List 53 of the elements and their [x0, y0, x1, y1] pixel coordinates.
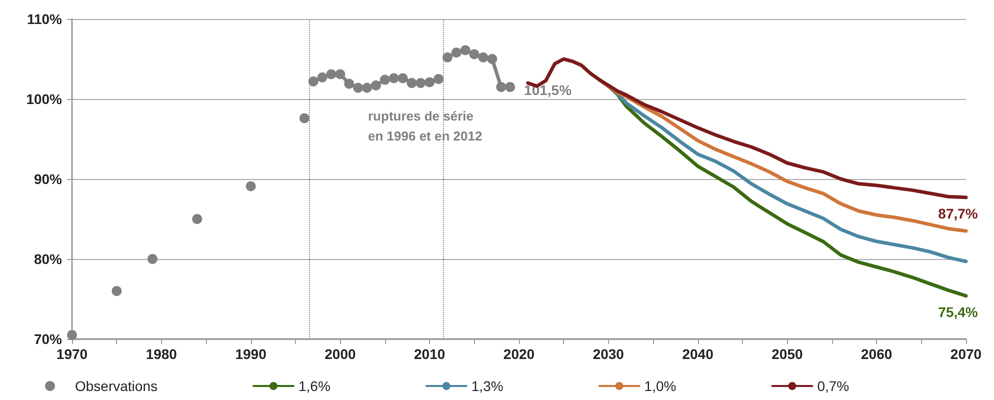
point [478, 52, 488, 62]
point [398, 73, 408, 84]
point [469, 49, 480, 60]
point [496, 82, 506, 92]
y-tick-label: 110% [26, 11, 63, 27]
y-tick-label: 100% [26, 91, 63, 107]
x-tick-label: 1990 [235, 346, 267, 362]
point [299, 113, 310, 124]
legend-label: Observations [75, 378, 158, 394]
y-tick-label: 70% [34, 331, 63, 347]
y-tick-label: 90% [34, 171, 63, 187]
point [487, 54, 498, 64]
point [424, 77, 435, 88]
point [308, 76, 318, 86]
legend-label: 1,6% [298, 378, 330, 394]
point [362, 82, 372, 93]
point [380, 74, 390, 85]
x-tick-label: 2060 [861, 346, 892, 362]
point [335, 69, 346, 80]
point [192, 214, 202, 224]
point [406, 78, 417, 88]
line-series [526, 57, 968, 200]
point [416, 78, 426, 88]
legend-label: 0,7% [817, 378, 850, 394]
point [505, 82, 516, 92]
point [317, 72, 328, 82]
point [388, 73, 399, 84]
point [112, 286, 122, 296]
point [451, 48, 462, 58]
legend-label: 1,3% [471, 378, 504, 394]
x-tick-label: 2070 [950, 346, 982, 362]
point [434, 74, 444, 84]
x-tick-label: 2020 [503, 346, 535, 362]
data-label: 75,4% [938, 304, 978, 320]
x-tick-label: 2030 [592, 346, 624, 362]
x-tick-label: 2000 [324, 346, 356, 362]
data-label: 87,7% [938, 205, 978, 222]
point [147, 254, 158, 264]
x-tick-label: 1980 [146, 346, 178, 362]
point [353, 82, 364, 93]
x-tick-label: 2050 [772, 346, 803, 362]
y-tick-label: 80% [34, 251, 63, 267]
x-tick-label: 2040 [682, 346, 714, 362]
point [460, 45, 470, 56]
legend-label: 1,0% [644, 378, 676, 394]
data-label: 101,5% [524, 82, 572, 98]
x-tick-label: 2010 [414, 346, 446, 362]
x-tick-label: 1970 [56, 346, 88, 362]
point [442, 52, 452, 62]
point [246, 181, 256, 192]
point [370, 80, 381, 90]
point [326, 69, 336, 80]
point [344, 78, 354, 89]
